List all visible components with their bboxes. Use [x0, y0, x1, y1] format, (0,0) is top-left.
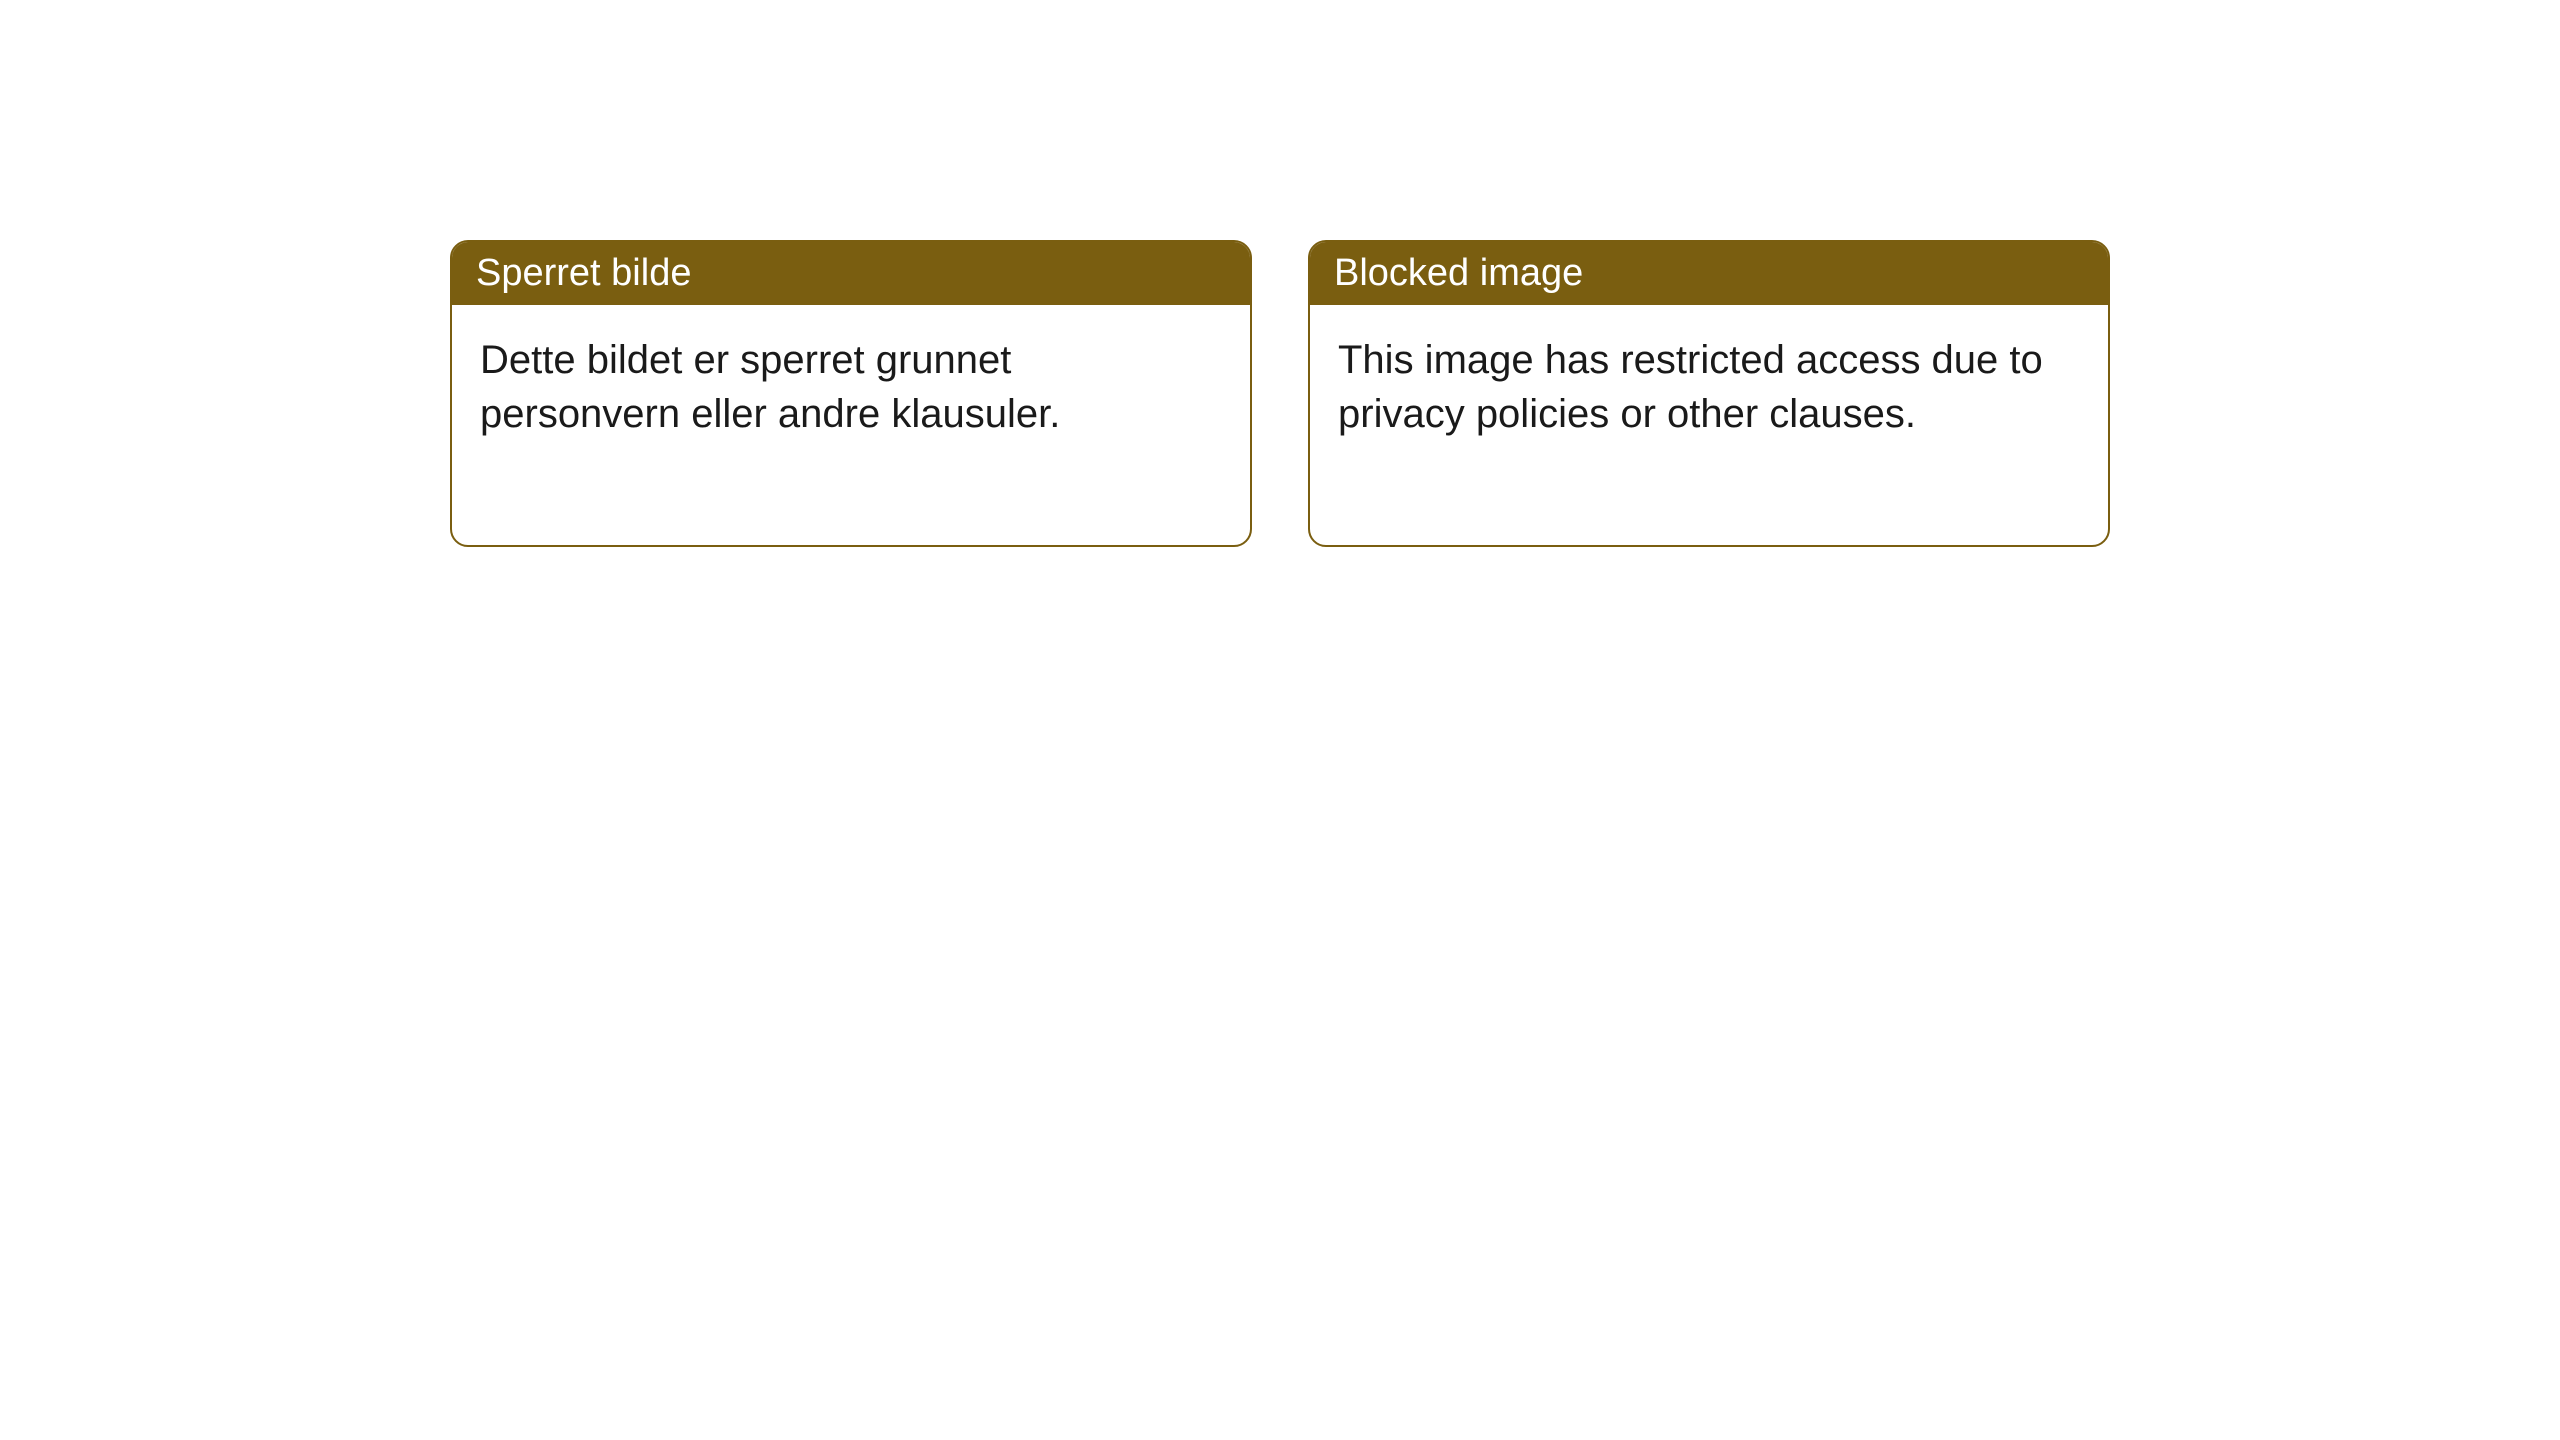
- notice-body-english: This image has restricted access due to …: [1310, 305, 2108, 545]
- notice-title-english: Blocked image: [1334, 252, 1583, 294]
- notice-header-english: Blocked image: [1310, 242, 2108, 305]
- notice-container: Sperret bilde Dette bildet er sperret gr…: [450, 240, 2110, 547]
- notice-box-english: Blocked image This image has restricted …: [1308, 240, 2110, 547]
- notice-box-norwegian: Sperret bilde Dette bildet er sperret gr…: [450, 240, 1252, 547]
- notice-body-norwegian: Dette bildet er sperret grunnet personve…: [452, 305, 1250, 545]
- notice-header-norwegian: Sperret bilde: [452, 242, 1250, 305]
- notice-title-norwegian: Sperret bilde: [476, 252, 691, 294]
- notice-text-norwegian: Dette bildet er sperret grunnet personve…: [480, 338, 1060, 436]
- notice-text-english: This image has restricted access due to …: [1338, 338, 2043, 436]
